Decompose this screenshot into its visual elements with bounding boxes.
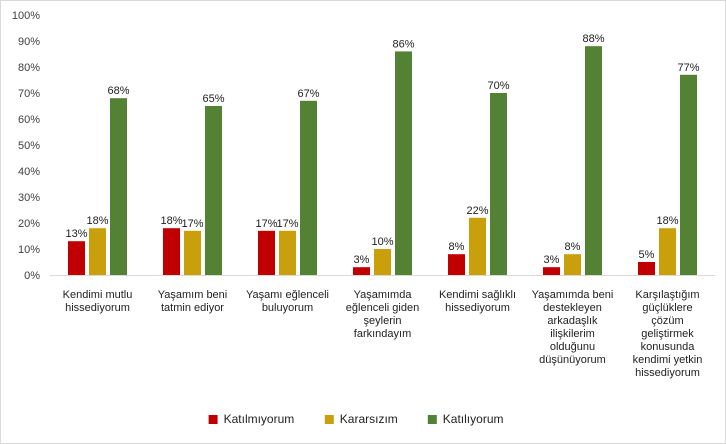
category-label: Yaşamım beni tatmin ediyor bbox=[158, 289, 228, 314]
bar bbox=[68, 241, 85, 275]
data-label: 5% bbox=[639, 249, 655, 261]
y-tick-label: 30% bbox=[18, 192, 40, 204]
y-tick-label: 70% bbox=[18, 88, 40, 100]
data-label: 10% bbox=[371, 236, 393, 248]
legend-swatch bbox=[208, 415, 218, 424]
data-label: 18% bbox=[160, 215, 182, 227]
bar bbox=[543, 267, 560, 275]
y-tick-label: 100% bbox=[12, 10, 40, 22]
bar bbox=[564, 254, 581, 275]
category-label: Karşılaştığım güçlüklere çözüm geliştirmek k… bbox=[633, 289, 703, 379]
bar bbox=[163, 228, 180, 275]
data-label: 67% bbox=[297, 88, 319, 100]
data-label: 88% bbox=[582, 33, 604, 45]
y-tick-label: 80% bbox=[18, 62, 40, 74]
legend-label: Kararsızım bbox=[340, 412, 398, 426]
bar bbox=[680, 74, 697, 275]
bar bbox=[258, 230, 275, 275]
data-label: 18% bbox=[86, 215, 108, 227]
category-label: Kendimi sağlıklı hissediyorum bbox=[439, 289, 516, 314]
bar bbox=[395, 51, 412, 276]
legend-swatch bbox=[324, 415, 334, 424]
data-label: 68% bbox=[107, 85, 129, 97]
data-label: 86% bbox=[392, 38, 414, 50]
data-label: 8% bbox=[565, 241, 581, 253]
bar bbox=[659, 228, 676, 275]
y-tick-label: 10% bbox=[18, 244, 40, 256]
data-label: 8% bbox=[449, 241, 465, 253]
data-label: 22% bbox=[466, 205, 488, 217]
y-tick-label: 40% bbox=[18, 166, 40, 178]
legend-label: Katılmıyorum bbox=[224, 412, 295, 426]
category-label: Kendimi mutlu hissediyorum bbox=[63, 289, 133, 314]
category-label: Yaşamımda beni destekleyen arkadaşlık ilişk… bbox=[532, 289, 614, 366]
bar bbox=[300, 100, 317, 275]
category-label: Yaşamı eğlenceli buluyorum bbox=[246, 289, 329, 314]
category-label: Yaşamımda eğlenceli giden şeylerin farkında… bbox=[346, 289, 419, 340]
data-label: 3% bbox=[354, 254, 370, 266]
data-label: 3% bbox=[544, 254, 560, 266]
bar bbox=[353, 267, 370, 275]
bar bbox=[279, 230, 296, 275]
bar bbox=[585, 46, 602, 276]
bar bbox=[110, 98, 127, 275]
data-label: 18% bbox=[656, 215, 678, 227]
data-label: 17% bbox=[181, 218, 203, 230]
bar bbox=[374, 249, 391, 275]
y-tick-label: 50% bbox=[18, 140, 40, 152]
bar bbox=[638, 262, 655, 275]
bar bbox=[205, 106, 222, 275]
data-label: 17% bbox=[276, 218, 298, 230]
bar bbox=[184, 230, 201, 275]
legend-label: Katılıyorum bbox=[443, 412, 504, 426]
data-label: 77% bbox=[677, 62, 699, 74]
legend-swatch bbox=[427, 415, 437, 424]
data-label: 65% bbox=[202, 93, 224, 105]
bar bbox=[469, 217, 486, 275]
data-label: 70% bbox=[487, 80, 509, 92]
y-tick-label: 90% bbox=[18, 36, 40, 48]
y-tick-label: 0% bbox=[24, 270, 40, 282]
y-tick-label: 20% bbox=[18, 218, 40, 230]
bar bbox=[490, 93, 507, 275]
bar bbox=[89, 228, 106, 275]
y-tick-label: 60% bbox=[18, 114, 40, 126]
data-label: 13% bbox=[65, 228, 87, 240]
bar bbox=[448, 254, 465, 275]
data-label: 17% bbox=[255, 218, 277, 230]
